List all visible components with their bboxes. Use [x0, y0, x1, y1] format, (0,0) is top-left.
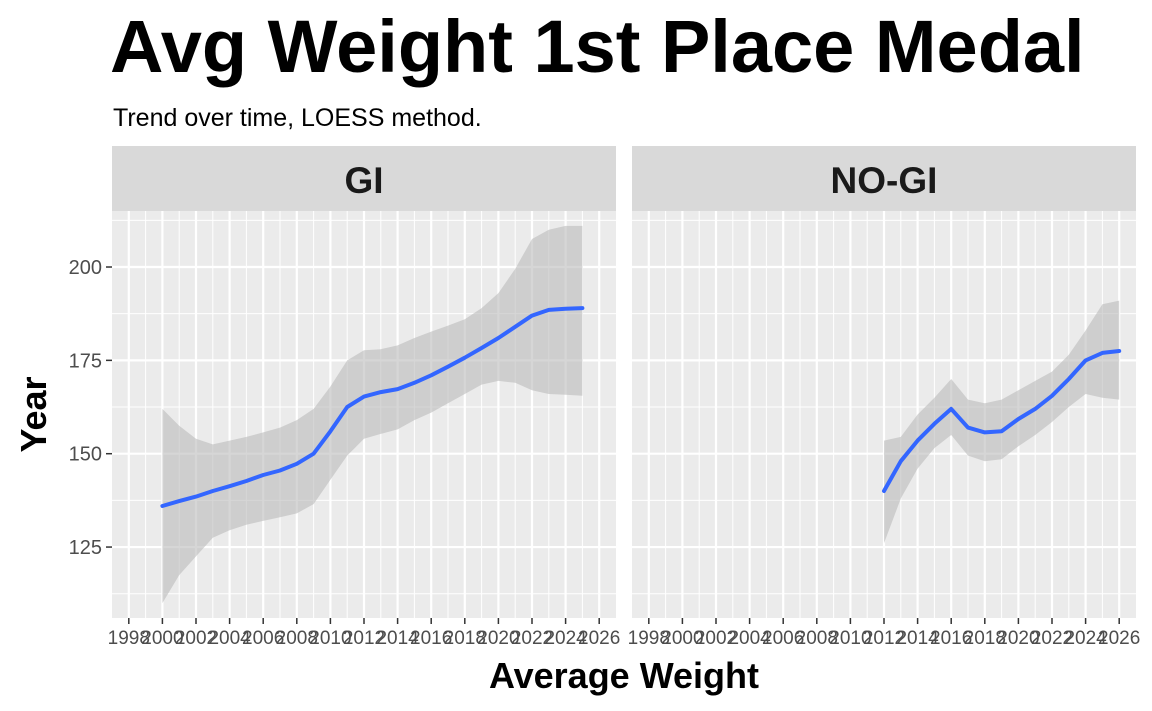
x-tick-label: 2026	[578, 628, 620, 649]
x-tick-label: 2006	[242, 628, 284, 649]
x-tick-label: 2020	[997, 628, 1039, 649]
x-tick-label: 2026	[1098, 628, 1140, 649]
x-tick-label: 2006	[762, 628, 804, 649]
x-tick-label: 2020	[477, 628, 519, 649]
x-tick-label: 2022	[511, 628, 553, 649]
x-tick-label: 1998	[108, 628, 150, 649]
facet-panel-no-gi: NO-GI19982000200220042006200820102012201…	[628, 146, 1140, 649]
x-tick-label: 2016	[930, 628, 972, 649]
y-axis-title: Year	[13, 376, 54, 452]
x-tick-label: 2012	[863, 628, 905, 649]
y-tick-label: 200	[69, 257, 102, 279]
x-tick-label: 2010	[309, 628, 351, 649]
loess-fit-line	[882, 349, 1122, 493]
x-tick-label: 2018	[964, 628, 1006, 649]
x-tick-label: 2004	[208, 628, 251, 649]
x-tick-label: 2018	[444, 628, 486, 649]
chart-subtitle: Trend over time, LOESS method.	[113, 104, 482, 132]
confidence-ribbon	[884, 300, 1120, 544]
facet-panel-gi: GI19982000200220042006200820102012201420…	[69, 146, 620, 649]
x-tick-label: 2010	[829, 628, 871, 649]
y-tick-label: 125	[69, 537, 102, 559]
x-tick-label: 2012	[343, 628, 385, 649]
x-tick-label: 2000	[141, 628, 183, 649]
loess-fit-line	[160, 306, 585, 508]
x-tick-label: 2008	[276, 628, 318, 649]
x-tick-label: 2008	[796, 628, 838, 649]
facet-strip	[112, 146, 616, 211]
facet-strip-label: NO-GI	[831, 160, 938, 201]
y-tick-label: 150	[69, 444, 102, 466]
facet-strip-label: GI	[344, 160, 383, 201]
facet-strip	[632, 146, 1136, 211]
x-tick-label: 2022	[1031, 628, 1073, 649]
x-tick-label: 2014	[896, 628, 939, 649]
y-tick-label: 175	[69, 350, 102, 372]
chart-title: Avg Weight 1st Place Medal	[110, 5, 1085, 88]
x-tick-label: 2014	[376, 628, 419, 649]
x-tick-label: 2016	[410, 628, 452, 649]
x-tick-label: 2024	[544, 628, 587, 649]
x-tick-label: 2002	[175, 628, 217, 649]
x-tick-label: 2002	[695, 628, 737, 649]
x-axis-title: Average Weight	[489, 655, 759, 696]
x-tick-label: 2000	[661, 628, 703, 649]
confidence-ribbon	[162, 225, 583, 604]
x-tick-label: 1998	[628, 628, 670, 649]
x-tick-label: 2004	[728, 628, 771, 649]
x-tick-label: 2024	[1064, 628, 1107, 649]
